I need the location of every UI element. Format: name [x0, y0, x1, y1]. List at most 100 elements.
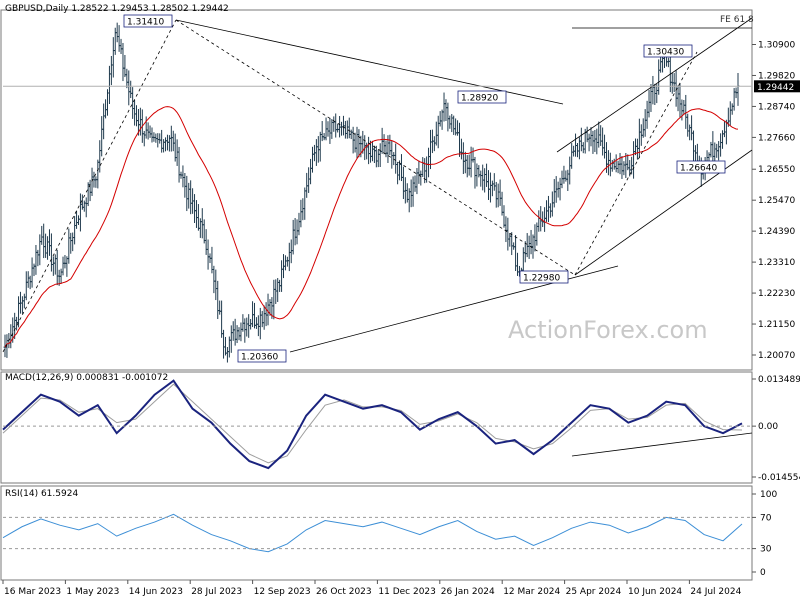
price-y-tick-label: 1.21150 — [758, 320, 795, 330]
price-bar — [415, 168, 419, 195]
watermark: ActionForex.com — [508, 316, 708, 344]
price-bar — [175, 139, 179, 166]
price-bar — [142, 130, 146, 147]
price-panel-frame — [0, 9, 753, 371]
price-header: GBPUSD,Daily 1.28522 1.29453 1.28502 1.2… — [5, 4, 229, 14]
price-bar — [252, 302, 256, 329]
x-tick-label: 26 Jan 2024 — [441, 587, 495, 597]
pivot-label-box — [676, 160, 726, 174]
price-bar — [692, 130, 696, 163]
price-bar — [202, 219, 206, 244]
pivot-label-box — [457, 90, 507, 104]
price-bar — [135, 105, 139, 127]
price-bar — [473, 156, 477, 189]
price-bar — [260, 310, 264, 328]
price-y-tick-label: 1.20070 — [758, 351, 795, 361]
price-bar — [53, 254, 57, 275]
x-tick-label: 12 Mar 2024 — [503, 587, 560, 597]
price-bar — [227, 336, 231, 358]
price-bar — [485, 163, 489, 187]
price-bar — [577, 137, 581, 160]
rsi-y-tick-label: 0 — [760, 568, 766, 578]
price-bar — [593, 129, 597, 152]
price-bar — [88, 179, 92, 202]
price-bar — [620, 156, 624, 179]
price-bar — [479, 170, 483, 187]
price-bar — [628, 160, 632, 177]
rsi-y-tick-label: 70 — [760, 513, 772, 523]
price-bar — [169, 125, 173, 152]
price-bar — [666, 57, 670, 68]
price-bar — [32, 263, 36, 277]
price-bar — [353, 132, 357, 153]
price-bar — [367, 136, 371, 165]
price-bar — [46, 236, 50, 260]
price-bar — [20, 296, 24, 314]
price-bar — [125, 68, 129, 89]
price-bar — [394, 143, 398, 174]
price-bar — [537, 210, 541, 232]
price-bar — [653, 83, 657, 105]
price-bar — [98, 140, 102, 173]
price-bar — [525, 233, 529, 258]
price-bar — [374, 145, 378, 168]
price-bar — [231, 321, 235, 341]
price-bar — [721, 130, 725, 149]
price-bar — [504, 216, 508, 243]
price-bar — [36, 249, 40, 267]
price-bar — [123, 54, 127, 78]
price-bar — [212, 265, 216, 294]
price-bar — [459, 138, 463, 160]
price-bar — [65, 256, 69, 277]
price-bar — [529, 229, 533, 255]
price-bar — [214, 269, 218, 301]
price-bar — [220, 300, 224, 338]
macd-y-tick-label: 0.013489 — [758, 375, 800, 385]
price-bar — [189, 180, 193, 215]
macd-y-tick-label: -0.014554 — [758, 473, 800, 483]
price-bar — [187, 182, 191, 209]
price-bar — [469, 146, 473, 178]
price-bar — [552, 179, 556, 208]
price-bar — [568, 156, 572, 185]
pivot-label: 1.30430 — [647, 48, 684, 58]
price-bar — [204, 229, 208, 255]
fib-dashed-2 — [175, 19, 576, 276]
channel-upper-line — [556, 17, 753, 153]
macd-panel-frame — [0, 371, 753, 484]
ohlc-label: 1.28522 1.29453 1.28502 1.29442 — [71, 4, 229, 14]
price-bar — [71, 232, 75, 252]
price-bar — [382, 134, 386, 155]
price-bar — [546, 195, 550, 223]
price-bar — [47, 229, 51, 256]
price-bar — [314, 139, 318, 166]
price-y-tick-label: 1.30900 — [758, 41, 795, 51]
price-bar — [264, 302, 268, 327]
price-bar — [516, 252, 520, 276]
price-bar — [562, 165, 566, 184]
current-price-box — [754, 80, 800, 93]
price-bar — [309, 158, 313, 185]
price-bar — [643, 109, 647, 137]
price-bar — [388, 134, 392, 156]
price-bar — [575, 143, 579, 158]
pivot-label: 1.28920 — [461, 94, 498, 104]
price-y-tick-label: 1.27660 — [758, 133, 795, 143]
price-bar — [96, 159, 100, 189]
price-bar — [196, 204, 200, 231]
price-bar — [185, 175, 189, 212]
price-bar — [164, 137, 168, 152]
pivot-label-box — [237, 349, 287, 363]
price-bar — [376, 149, 380, 168]
price-bar — [490, 180, 494, 197]
price-bar — [293, 218, 297, 246]
price-bar — [78, 193, 82, 232]
price-bar — [585, 126, 589, 143]
price-bar — [384, 140, 388, 158]
price-bar — [564, 170, 568, 182]
price-bar — [587, 133, 591, 152]
price-bar — [508, 233, 512, 247]
price-bar — [632, 141, 636, 179]
price-bar — [428, 129, 432, 170]
